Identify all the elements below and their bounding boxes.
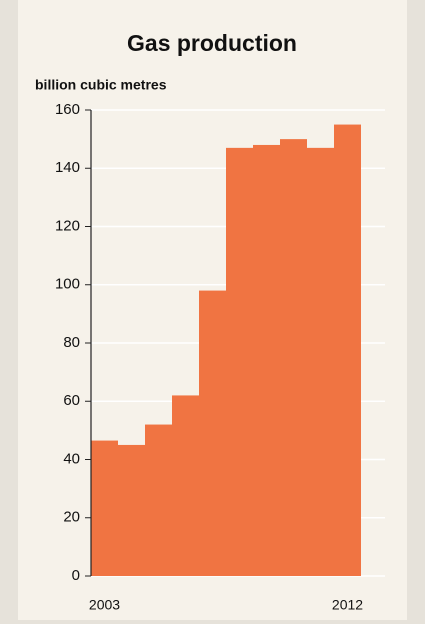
bar [199, 290, 226, 576]
bar [118, 444, 145, 576]
y-tick-label: 140 [55, 159, 80, 176]
x-tick-label: 2012 [332, 597, 363, 613]
y-tick-label: 120 [55, 217, 80, 234]
bar [253, 144, 280, 576]
y-tick-label: 60 [63, 392, 80, 409]
x-tick-label: 2003 [89, 597, 120, 613]
bar [145, 424, 172, 576]
y-tick-label: 80 [63, 334, 80, 351]
bar [172, 395, 199, 576]
y-tick-label: 40 [63, 450, 80, 467]
y-tick-label: 0 [72, 567, 80, 584]
y-tick-label: 20 [63, 509, 80, 526]
bar [334, 124, 361, 576]
bar [307, 147, 334, 577]
bar [91, 440, 118, 576]
y-tick-label: 160 [55, 101, 80, 118]
chart-title: Gas production [127, 30, 297, 56]
bar [280, 139, 307, 576]
y-tick-label: 100 [55, 276, 80, 293]
subtitle: billion cubic metres [35, 77, 167, 93]
bar [226, 147, 253, 577]
